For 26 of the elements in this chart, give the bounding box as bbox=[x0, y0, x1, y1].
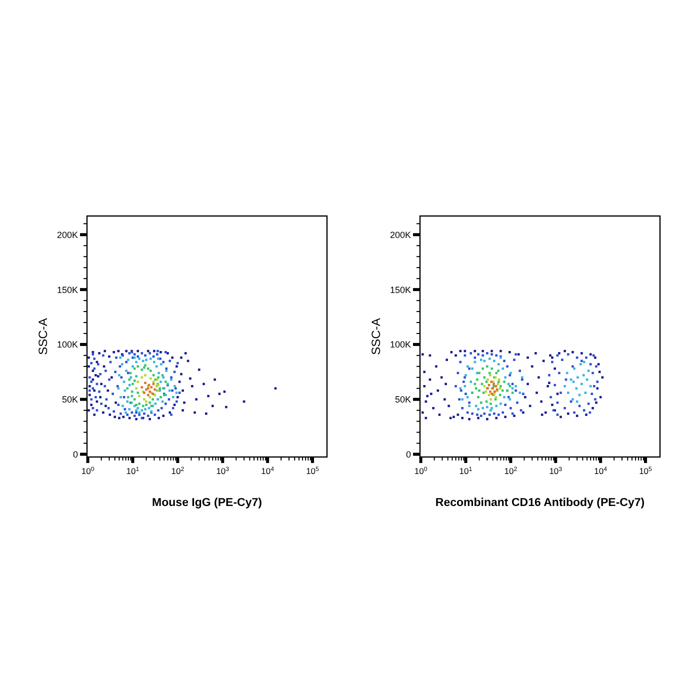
x-tick-label: 10$^{4}$ bbox=[594, 466, 608, 476]
y-tick-label: 150K bbox=[390, 284, 411, 295]
x-tick-label: 10$^{2}$ bbox=[171, 466, 185, 476]
y-axis-title: SSC-A bbox=[369, 318, 383, 355]
y-tick-label: 0 bbox=[72, 449, 78, 460]
y-axis-title: SSC-A bbox=[36, 318, 50, 355]
x-tick-label: 10$^{0}$ bbox=[81, 466, 95, 476]
x-tick-label: 10$^{3}$ bbox=[549, 466, 563, 476]
x-tick-label: 10$^{0}$ bbox=[414, 466, 428, 476]
y-tick-label: 200K bbox=[390, 230, 411, 240]
x-tick-label: 10$^{5}$ bbox=[306, 466, 320, 476]
y-tick-label: 100K bbox=[390, 340, 411, 350]
x-tick-label: 10$^{4}$ bbox=[261, 466, 275, 476]
x-axis-title: Recombinant CD16 Antibody (PE-Cy7) bbox=[435, 497, 645, 509]
y-tick-label: 100K bbox=[56, 340, 78, 350]
y-tick-label: 0 bbox=[406, 449, 411, 460]
y-tick-label: 50K bbox=[394, 394, 411, 405]
x-tick-label: 10$^{5}$ bbox=[639, 466, 653, 476]
y-tick-label: 150K bbox=[56, 284, 78, 295]
x-axis-title: Mouse IgG (PE-Cy7) bbox=[152, 497, 262, 509]
x-tick-label: 10$^{1}$ bbox=[459, 466, 473, 476]
x-tick-label: 10$^{3}$ bbox=[216, 466, 230, 476]
y-tick-label: 50K bbox=[62, 394, 78, 405]
x-tick-label: 10$^{2}$ bbox=[504, 466, 518, 476]
y-tick-label: 200K bbox=[56, 230, 78, 240]
x-tick-label: 10$^{1}$ bbox=[126, 466, 140, 476]
